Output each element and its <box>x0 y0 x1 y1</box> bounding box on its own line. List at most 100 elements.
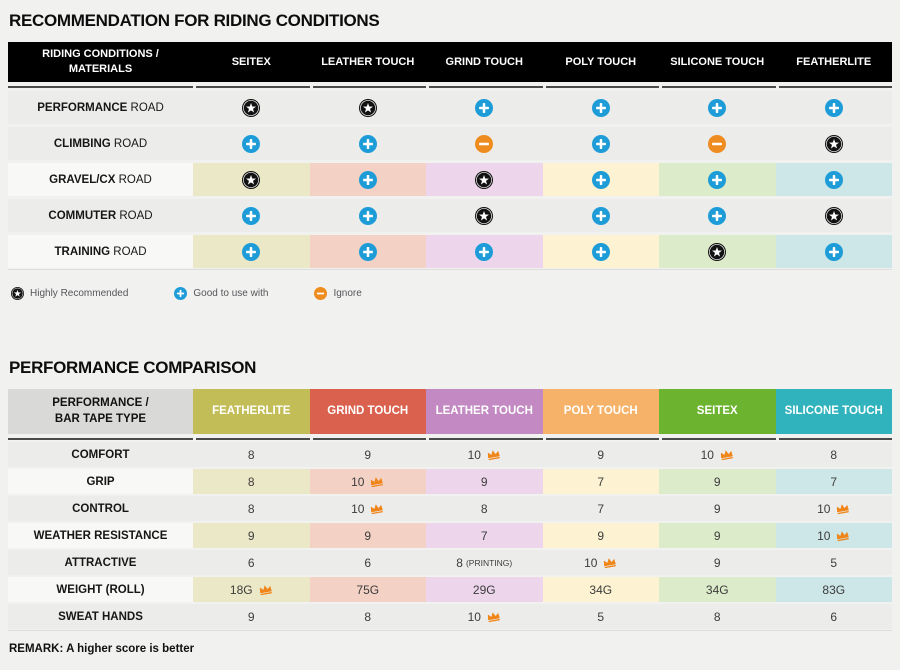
legend-item-star: Highly Recommended <box>11 286 129 300</box>
divider-segment <box>8 438 193 440</box>
column-header-grind-touch: GRIND TOUCH <box>445 55 523 68</box>
score-value: 9 <box>713 528 721 543</box>
rating-cell <box>659 199 776 232</box>
riding-conditions-header-row: RIDING CONDITIONS / MATERIALS SEITEX LEATHE… <box>8 42 892 82</box>
column-header-leather-touch: LEATHER TOUCH <box>321 55 415 68</box>
score-cell: 7 <box>775 469 892 494</box>
star-icon <box>475 170 494 189</box>
rating-cell <box>309 199 426 232</box>
rating-cell <box>542 163 659 196</box>
performance-header-divider <box>8 438 892 440</box>
rating-cell <box>542 91 659 124</box>
performance-comparison-table: PERFORMANCE / BAR TAPE TYPE FEATHERLITE GRI… <box>8 389 892 631</box>
score-cell: 6 <box>309 550 426 575</box>
table-row: COMMUTER ROAD <box>8 199 892 232</box>
score-value: 5 <box>597 609 605 624</box>
minus-icon <box>708 134 727 153</box>
score-value: 10 <box>817 501 831 516</box>
table-row: SWEAT HANDS 9 8 10 5 8 6 <box>8 604 892 629</box>
score-value: 7 <box>597 474 605 489</box>
score-value: 34G <box>705 582 729 597</box>
score-value: 8 <box>713 609 721 624</box>
score-cell: 10 <box>775 496 892 521</box>
rating-cell <box>542 235 659 268</box>
plus-icon <box>174 286 188 300</box>
score-cell: 8 <box>193 442 310 467</box>
crown-icon <box>485 448 502 461</box>
table-row: CLIMBING ROAD <box>8 127 892 160</box>
score-value: 9 <box>597 447 605 462</box>
plus-icon <box>824 242 843 261</box>
rating-cell <box>193 127 310 160</box>
riding-conditions-header-divider <box>8 86 892 88</box>
divider-segment <box>545 438 659 440</box>
crown-icon <box>369 475 386 488</box>
riding-conditions-corner-header: RIDING CONDITIONS / MATERIALS <box>8 47 193 77</box>
score-value: 6 <box>364 555 372 570</box>
plus-icon <box>708 170 727 189</box>
score-value: 9 <box>247 528 255 543</box>
score-cell: 8 <box>426 496 543 521</box>
score-value: 8 <box>830 447 838 462</box>
score-value: 10 <box>351 474 365 489</box>
column-header-poly-touch: POLY TOUCH <box>565 55 637 68</box>
row-label: SWEAT HANDS <box>8 604 193 629</box>
table-row: GRIP 8 10 9 7 9 7 <box>8 469 892 494</box>
column-header-grind-touch: GRIND TOUCH <box>309 389 426 434</box>
rating-cell <box>659 127 776 160</box>
column-header-seitex: SEITEX <box>231 55 271 68</box>
table-row: ATTRACTIVE 6 6 8 (PRINTING) 10 9 5 <box>8 550 892 575</box>
rating-cell <box>426 199 543 232</box>
rating-cell <box>426 91 543 124</box>
corner-line2: BAR TAPE TYPE <box>54 412 147 425</box>
divider-segment <box>662 86 776 88</box>
score-cell: 7 <box>542 496 659 521</box>
score-cell: 5 <box>775 550 892 575</box>
crown-icon <box>835 529 852 542</box>
plus-icon <box>358 170 377 189</box>
score-value: 8 <box>480 501 488 516</box>
row-label: CONTROL <box>8 496 193 521</box>
plus-icon <box>358 242 377 261</box>
performance-body: COMFORT 8 9 10 9 10 8 GRIP 8 10 9 7 9 7 CONTROL 8 10 8 7 9 1… <box>8 442 892 631</box>
score-cell: 9 <box>659 550 776 575</box>
rating-cell <box>542 199 659 232</box>
column-header-silicone-touch: SILICONE TOUCH <box>775 389 892 434</box>
plus-icon <box>591 98 610 117</box>
score-cell: 9 <box>309 442 426 467</box>
score-cell: 9 <box>193 604 310 629</box>
rating-cell <box>775 91 892 124</box>
rating-cell <box>193 91 310 124</box>
star-icon <box>11 286 24 300</box>
row-label: CLIMBING ROAD <box>8 127 193 160</box>
score-value: 29G <box>472 582 496 597</box>
legend-label: Ignore <box>333 287 362 299</box>
score-cell: 9 <box>426 469 543 494</box>
score-value: 10 <box>467 447 481 462</box>
score-cell: 6 <box>193 550 310 575</box>
divider-segment <box>429 438 543 440</box>
star-icon <box>242 170 261 189</box>
star-icon <box>824 134 843 153</box>
score-value: 83G <box>822 582 846 597</box>
crown-icon <box>602 556 619 569</box>
divider-segment <box>778 86 892 88</box>
row-label: GRAVEL/CX ROAD <box>8 163 193 196</box>
legend-label: Highly Recommended <box>30 287 129 299</box>
corner-line1: PERFORMANCE / <box>52 396 149 409</box>
score-cell: 10 <box>309 496 426 521</box>
performance-comparison-title: PERFORMANCE COMPARISON <box>9 358 257 377</box>
score-value: 6 <box>830 609 838 624</box>
star-icon <box>708 242 727 261</box>
score-value: 9 <box>364 447 372 462</box>
plus-icon <box>591 242 610 261</box>
rating-cell <box>426 163 543 196</box>
divider-segment <box>429 86 543 88</box>
score-cell: 10 <box>542 550 659 575</box>
score-cell: 8 <box>659 604 776 629</box>
star-icon <box>475 206 494 225</box>
row-label: ATTRACTIVE <box>8 550 193 575</box>
score-value: 9 <box>597 528 605 543</box>
crown-icon <box>835 502 852 515</box>
divider-segment <box>196 438 310 440</box>
